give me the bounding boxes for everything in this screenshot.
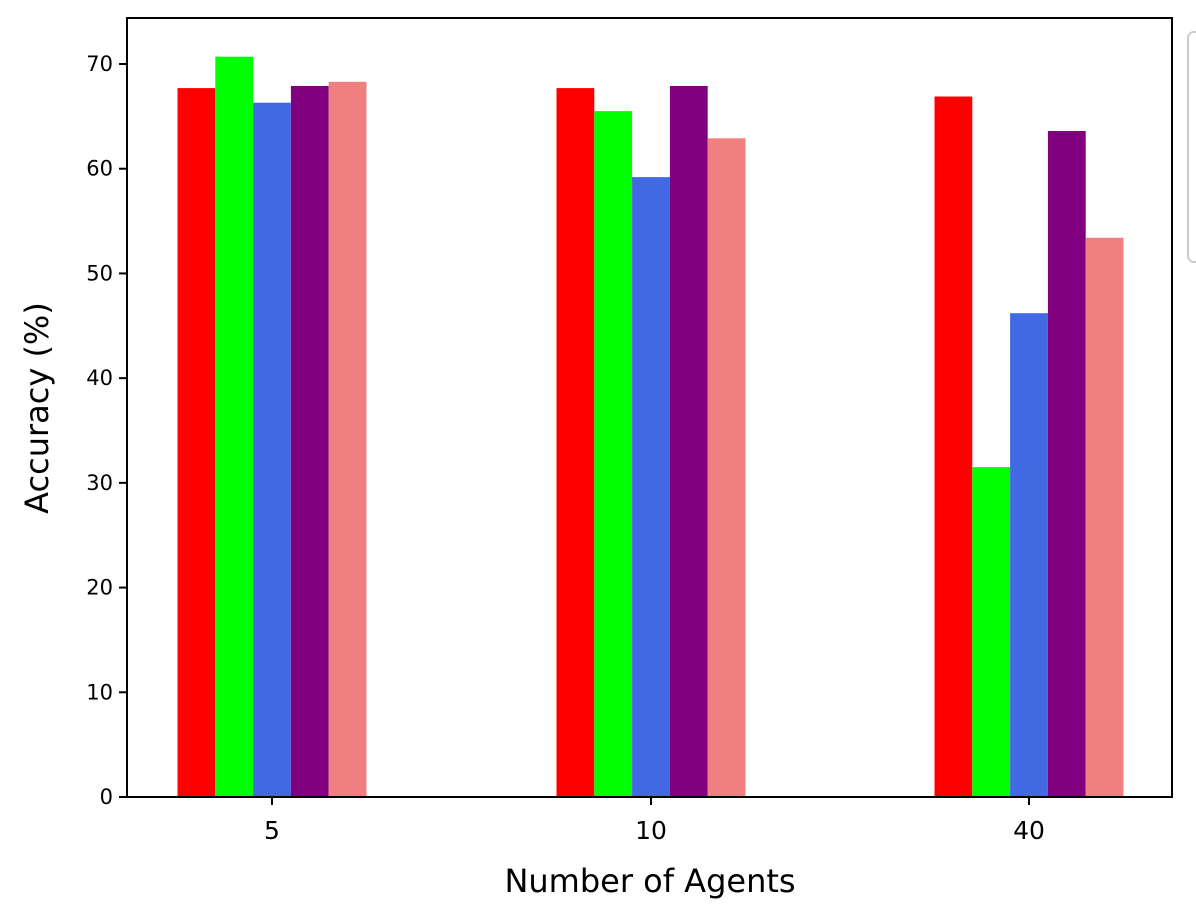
bar-series2-5	[215, 56, 254, 797]
bar-series3-40	[1010, 313, 1048, 797]
x-axis: 5 10 40	[264, 797, 1045, 845]
y-tick-label: 0	[100, 785, 113, 809]
bar-series1-40	[934, 96, 973, 797]
bar-series2-10	[594, 111, 633, 798]
y-tick-label: 40	[86, 366, 113, 390]
y-tick-label: 20	[86, 576, 113, 600]
x-tick-label: 10	[635, 816, 667, 845]
bar-series2-40	[972, 467, 1011, 797]
bar-series1-10	[556, 88, 595, 798]
plot-frame	[126, 17, 1173, 798]
bar-series5-10	[707, 138, 746, 798]
x-tick-label: 40	[1013, 816, 1045, 845]
bar-series1-5	[177, 88, 216, 798]
bar-series4-40	[1047, 131, 1086, 797]
bar-series3-10	[632, 177, 670, 798]
bar-series5-40	[1085, 237, 1124, 798]
bars-group	[177, 56, 1124, 798]
y-axis-label: Accuracy (%)	[18, 302, 56, 514]
legend-box	[1187, 31, 1196, 263]
y-tick-label: 50	[86, 261, 113, 285]
bar-series5-5	[328, 81, 367, 798]
x-tick-label: 5	[264, 816, 280, 845]
y-tick-label: 70	[86, 52, 113, 76]
y-axis: 0 10 20 30 40 50 60 70	[86, 52, 127, 809]
x-axis-label: Number of Agents	[504, 862, 795, 900]
bar-series4-5	[290, 86, 329, 797]
y-tick-label: 60	[86, 157, 113, 181]
bar-series4-10	[669, 86, 708, 797]
bar-series3-5	[253, 102, 291, 797]
y-tick-label: 10	[86, 680, 113, 704]
y-tick-label: 30	[86, 471, 113, 495]
